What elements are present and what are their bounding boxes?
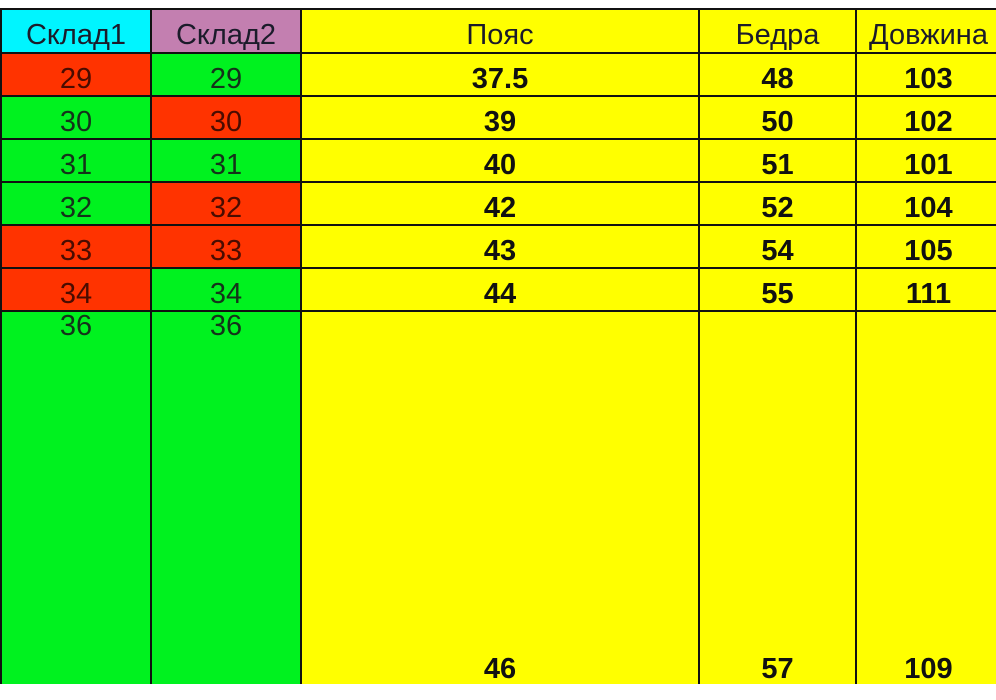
sklad1-cell[interactable]: 32 xyxy=(0,181,152,226)
dovzhyna-cell[interactable]: 105 xyxy=(855,224,996,269)
sklad1-cell[interactable]: 33 xyxy=(0,224,152,269)
poyas-cell[interactable]: 42 xyxy=(300,181,700,226)
bedra-cell[interactable]: 51 xyxy=(698,138,857,183)
dovzhyna-cell[interactable]: 103 xyxy=(855,52,996,97)
dovzhyna-cell[interactable]: 109 xyxy=(855,310,996,684)
poyas-cell[interactable]: 40 xyxy=(300,138,700,183)
sklad2-cell[interactable]: 31 xyxy=(150,138,302,183)
table-row: 29 29 37.5 48 103 xyxy=(0,52,996,97)
bedra-cell[interactable]: 55 xyxy=(698,267,857,312)
header-bedra[interactable]: Бедра xyxy=(698,8,857,54)
sklad1-cell[interactable]: 30 xyxy=(0,95,152,140)
poyas-cell[interactable]: 46 xyxy=(300,310,700,684)
dovzhyna-cell[interactable]: 101 xyxy=(855,138,996,183)
sklad2-cell[interactable]: 33 xyxy=(150,224,302,269)
bedra-cell[interactable]: 57 xyxy=(698,310,857,684)
header-sklad1[interactable]: Склад1 xyxy=(0,8,152,54)
header-poyas[interactable]: Пояс xyxy=(300,8,700,54)
header-dovzhyna[interactable]: Довжина xyxy=(855,8,996,54)
table-row: 30 30 39 50 102 xyxy=(0,95,996,140)
sklad2-cell[interactable]: 30 xyxy=(150,95,302,140)
bedra-cell[interactable]: 48 xyxy=(698,52,857,97)
bedra-cell[interactable]: 50 xyxy=(698,95,857,140)
sklad2-cell[interactable]: 34 xyxy=(150,267,302,312)
table-row: 32 32 42 52 104 xyxy=(0,181,996,226)
size-table: Склад1 Склад2 Пояс Бедра Довжина 29 29 37.… xyxy=(0,8,996,684)
table-row: 33 33 43 54 105 xyxy=(0,224,996,269)
poyas-cell[interactable]: 44 xyxy=(300,267,700,312)
sklad2-cell[interactable]: 32 xyxy=(150,181,302,226)
sklad1-cell[interactable]: 34 xyxy=(0,267,152,312)
bedra-cell[interactable]: 52 xyxy=(698,181,857,226)
sklad2-cell[interactable]: 29 xyxy=(150,52,302,97)
dovzhyna-cell[interactable]: 111 xyxy=(855,267,996,312)
header-sklad2[interactable]: Склад2 xyxy=(150,8,302,54)
sklad2-cell[interactable]: 36 xyxy=(150,310,302,684)
table-row: 31 31 40 51 101 xyxy=(0,138,996,183)
bedra-cell[interactable]: 54 xyxy=(698,224,857,269)
sklad1-cell[interactable]: 36 xyxy=(0,310,152,684)
table-row: 36 36 46 57 109 xyxy=(0,310,996,684)
poyas-cell[interactable]: 39 xyxy=(300,95,700,140)
dovzhyna-cell[interactable]: 104 xyxy=(855,181,996,226)
dovzhyna-cell[interactable]: 102 xyxy=(855,95,996,140)
header-row: Склад1 Склад2 Пояс Бедра Довжина xyxy=(0,8,996,54)
sklad1-cell[interactable]: 29 xyxy=(0,52,152,97)
table-row: 34 34 44 55 111 xyxy=(0,267,996,312)
sklad1-cell[interactable]: 31 xyxy=(0,138,152,183)
poyas-cell[interactable]: 37.5 xyxy=(300,52,700,97)
poyas-cell[interactable]: 43 xyxy=(300,224,700,269)
